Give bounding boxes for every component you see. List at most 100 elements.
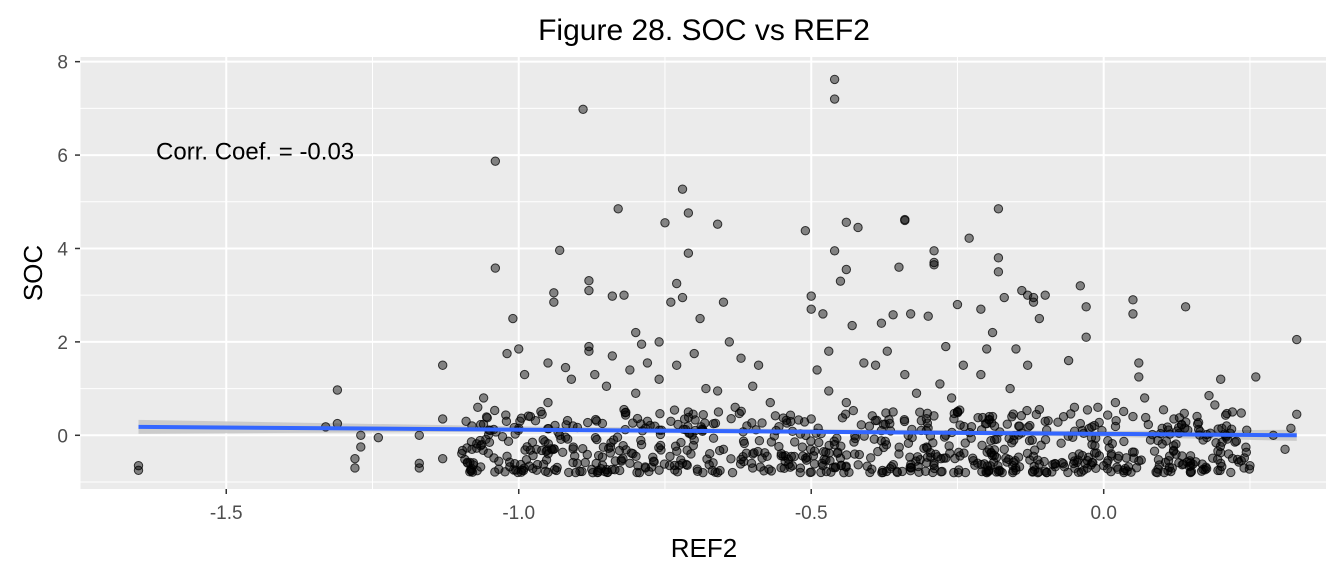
- scatter-point: [1041, 467, 1052, 478]
- scatter-point: [749, 448, 759, 458]
- scatter-point: [1216, 374, 1226, 384]
- scatter-point: [968, 455, 979, 466]
- scatter-point: [683, 248, 694, 258]
- scatter-point: [554, 430, 565, 440]
- scatter-point: [1128, 411, 1138, 422]
- scatter-point: [631, 388, 641, 398]
- scatter-point: [502, 348, 512, 359]
- scatter-point: [862, 461, 872, 471]
- scatter-point: [597, 418, 608, 429]
- scatter-point: [850, 433, 860, 444]
- scatter-point: [1180, 302, 1191, 312]
- scatter-point: [929, 458, 939, 469]
- scatter-point: [841, 462, 851, 472]
- scatter-point: [525, 411, 536, 422]
- scatter-point: [1029, 461, 1039, 471]
- scatter-point: [541, 446, 551, 456]
- scatter-point: [437, 453, 448, 464]
- scatter-point: [655, 408, 665, 419]
- scatter-point: [478, 445, 488, 455]
- scatter-point: [531, 444, 541, 455]
- scatter-point: [671, 360, 682, 370]
- scatter-point: [780, 451, 791, 461]
- scatter-point: [677, 184, 688, 194]
- scatter-point: [1111, 415, 1121, 426]
- scatter-point: [631, 451, 641, 462]
- scatter-point: [945, 448, 955, 458]
- scatter-point: [502, 451, 512, 462]
- scatter-point: [1089, 420, 1100, 431]
- scatter-point: [698, 467, 708, 478]
- scatter-point: [541, 455, 552, 465]
- scatter-point: [1198, 435, 1208, 445]
- scatter-point: [549, 288, 559, 298]
- scatter-point: [519, 369, 530, 380]
- scatter-point: [508, 313, 518, 324]
- scatter-point: [1008, 409, 1018, 419]
- scatter-point: [976, 304, 986, 314]
- scatter-point: [481, 412, 492, 422]
- scatter-point: [781, 415, 792, 425]
- scatter-point: [806, 304, 816, 314]
- scatter-point: [881, 466, 892, 477]
- scatter-point: [490, 405, 500, 416]
- scatter-point: [414, 463, 424, 473]
- scatter-point: [642, 358, 653, 368]
- scatter-point: [669, 405, 680, 415]
- scatter-point: [642, 416, 653, 426]
- scatter-point: [704, 460, 714, 470]
- scatter-point: [654, 442, 664, 453]
- scatter-point: [521, 455, 532, 465]
- scatter-point: [954, 465, 964, 475]
- scatter-point: [789, 451, 799, 462]
- scatter-point: [605, 448, 616, 458]
- scatter-point: [503, 436, 514, 447]
- scatter-point: [692, 464, 702, 474]
- scatter-point: [683, 208, 694, 218]
- scatter-point: [1114, 451, 1124, 461]
- scatter-point: [356, 430, 366, 440]
- scatter-point: [584, 285, 594, 296]
- scatter-point: [1063, 467, 1073, 478]
- scatter-point: [566, 374, 577, 384]
- scatter-point: [738, 451, 748, 462]
- scatter-point: [841, 217, 852, 228]
- y-tick-label: 2: [57, 333, 68, 354]
- scatter-point: [747, 418, 757, 428]
- scatter-point: [739, 438, 750, 449]
- scatter-point: [906, 459, 916, 470]
- scatter-point: [514, 344, 524, 354]
- scatter-point: [601, 464, 612, 475]
- scatter-point: [708, 433, 719, 443]
- scatter-point: [557, 447, 568, 457]
- scatter-point: [618, 441, 628, 451]
- scatter-point: [882, 346, 892, 356]
- scatter-point: [929, 260, 939, 270]
- scatter-point: [824, 386, 834, 396]
- scatter-point: [646, 462, 657, 472]
- scatter-point: [634, 467, 645, 478]
- scatter-point: [748, 463, 758, 473]
- scatter-point: [894, 449, 904, 459]
- scatter-point: [1011, 465, 1021, 476]
- scatter-point: [829, 246, 840, 256]
- scatter-point: [966, 422, 977, 432]
- correlation-annotation: Corr. Coef. = -0.03: [156, 139, 354, 166]
- scatter-point: [570, 467, 581, 478]
- scatter-point: [1241, 442, 1251, 452]
- scatter-point: [982, 418, 992, 429]
- scatter-point: [626, 448, 637, 458]
- x-tick-label: 0.0: [1090, 503, 1116, 524]
- scatter-point: [689, 435, 699, 445]
- scatter-point: [1186, 460, 1196, 471]
- scatter-point: [631, 327, 641, 338]
- scatter-point: [695, 313, 705, 324]
- scatter-point: [473, 402, 483, 412]
- scatter-point: [549, 297, 559, 307]
- scatter-point: [527, 437, 538, 448]
- scatter-point: [1234, 457, 1244, 467]
- scatter-point: [1022, 405, 1032, 416]
- scatter-point: [929, 257, 939, 268]
- scatter-point: [829, 439, 840, 450]
